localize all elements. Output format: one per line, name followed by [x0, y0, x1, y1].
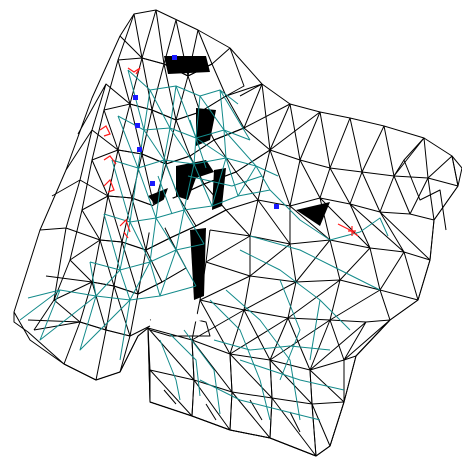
red-marker	[123, 231, 129, 239]
blue-marker	[150, 181, 155, 186]
teal-interior-mesh	[19, 69, 389, 421]
blue-markers	[133, 55, 279, 209]
red-marker	[119, 218, 131, 233]
red-marker	[99, 125, 111, 137]
red-marker	[337, 223, 359, 237]
blue-marker	[274, 204, 279, 209]
mesh-boundary-top	[13, 155, 462, 457]
red-markers	[99, 67, 359, 239]
blue-marker	[135, 123, 140, 128]
blue-marker	[172, 55, 177, 60]
red-marker	[348, 226, 356, 236]
red-marker	[127, 67, 141, 75]
dense-mesh-regions	[146, 56, 330, 326]
red-marker	[103, 178, 115, 193]
red-marker	[103, 155, 117, 165]
blue-marker	[133, 95, 138, 100]
mesh-plateau-right	[199, 83, 459, 323]
blue-marker	[137, 147, 142, 152]
